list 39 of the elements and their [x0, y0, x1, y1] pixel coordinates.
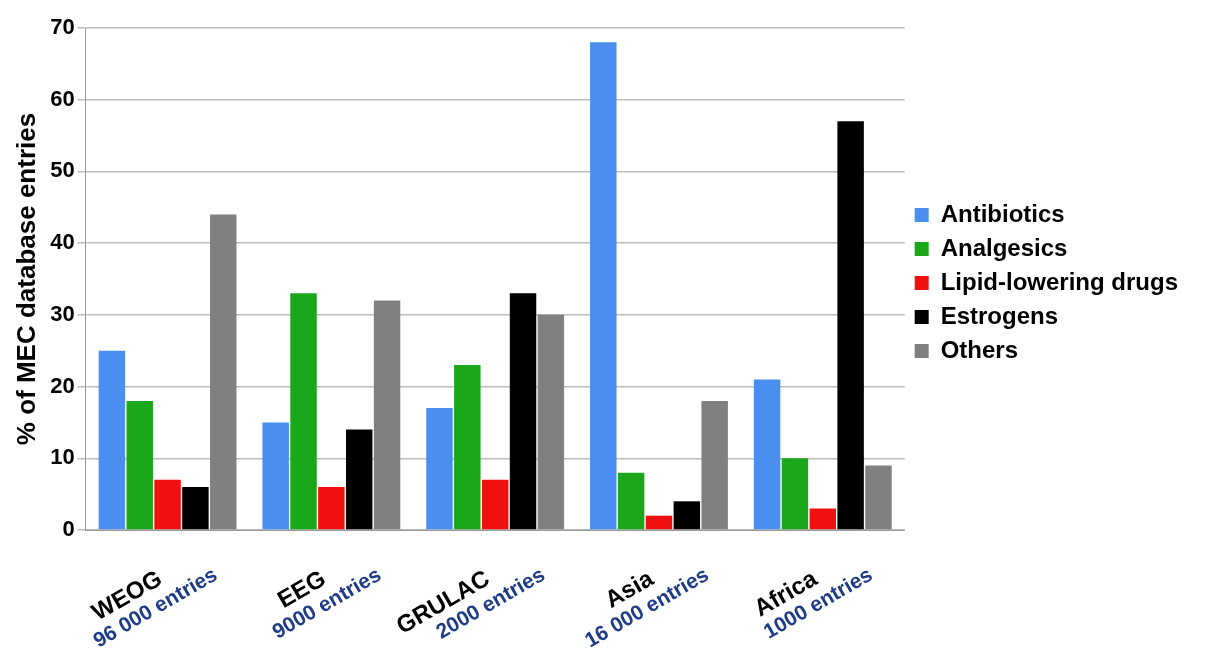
bar — [262, 422, 289, 530]
y-tick-label: 70 — [50, 14, 75, 40]
bar — [537, 314, 565, 530]
bar — [837, 121, 864, 530]
y-tick-label: 60 — [50, 85, 75, 111]
y-axis-title: % of MEC database entries — [10, 112, 41, 446]
bar — [290, 293, 317, 530]
bar — [590, 42, 617, 530]
bar — [753, 379, 781, 530]
bar — [673, 501, 701, 530]
bar — [454, 365, 481, 530]
legend-label: Lipid-lowering drugs — [940, 267, 1179, 295]
bar — [645, 515, 673, 530]
bar — [210, 214, 237, 530]
y-tick-label: 40 — [50, 229, 75, 255]
bar — [182, 486, 209, 530]
y-tick-label: 20 — [50, 372, 75, 398]
bar — [426, 408, 453, 530]
bar — [373, 300, 401, 530]
bar — [126, 400, 153, 530]
legend-label: Estrogens — [940, 301, 1059, 329]
bar — [481, 479, 509, 530]
legend-label: Antibiotics — [940, 199, 1065, 227]
legend-label: Others — [940, 335, 1019, 363]
bar — [701, 400, 728, 530]
bar — [345, 429, 373, 530]
y-tick-label: 50 — [50, 157, 75, 183]
legend-label: Analgesics — [940, 233, 1068, 261]
bar — [509, 293, 537, 530]
bar — [781, 458, 809, 530]
bar — [154, 479, 181, 530]
y-tick-label: 10 — [50, 444, 75, 470]
y-tick-label: 0 — [62, 516, 75, 542]
bar — [809, 508, 837, 530]
bar — [98, 350, 126, 530]
y-tick-label: 30 — [50, 300, 75, 326]
bar — [318, 486, 345, 530]
bar — [617, 472, 645, 530]
bar — [865, 465, 892, 530]
